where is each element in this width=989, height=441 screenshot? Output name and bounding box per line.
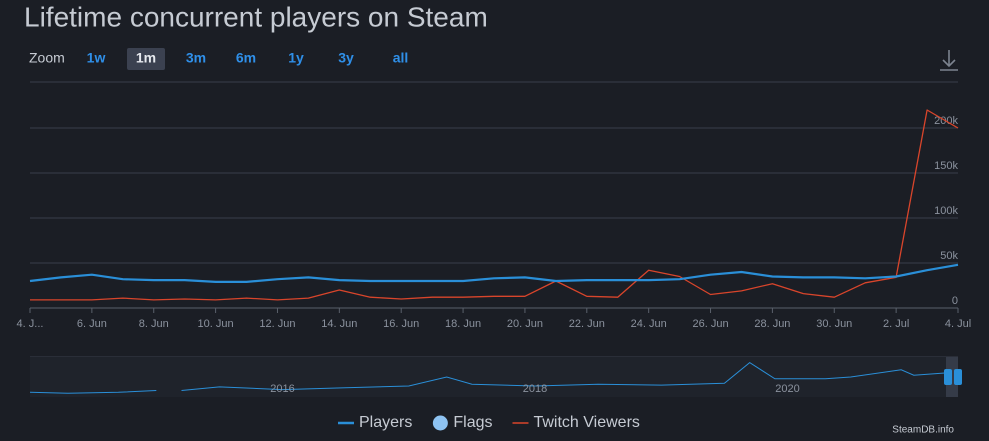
navigator-tick-label: 2020 (775, 383, 799, 395)
download-icon[interactable] (940, 50, 958, 71)
y-tick-label: 0 (952, 295, 958, 307)
x-tick-label: 4. J... (17, 318, 44, 330)
x-tick-label: 14. Jun (321, 318, 357, 330)
credit: SteamDB.info (892, 425, 954, 436)
navigator-handle[interactable] (954, 369, 962, 385)
x-tick-label: 8. Jun (139, 318, 169, 330)
x-tick-label: 30. Jun (816, 318, 852, 330)
x-tick-label: 24. Jun (631, 318, 667, 330)
zoom-label: Zoom (29, 50, 65, 66)
x-tick-label: 2. Jul (883, 318, 909, 330)
legend-label[interactable]: Flags (453, 414, 492, 431)
navigator-tick-label: 2018 (523, 383, 547, 395)
zoom-button[interactable]: 1m (136, 50, 156, 66)
y-tick-label: 150k (934, 160, 958, 172)
navigator-line (29, 361, 952, 394)
x-tick-label: 12. Jun (259, 318, 295, 330)
zoom-button-bg[interactable] (127, 48, 165, 70)
x-tick-label: 6. Jun (77, 318, 107, 330)
zoom-button[interactable]: all (393, 50, 409, 66)
x-tick-label: 20. Jun (507, 318, 543, 330)
y-tick-label: 50k (940, 250, 958, 262)
x-tick-label: 22. Jun (569, 318, 605, 330)
zoom-button[interactable]: 3m (186, 50, 206, 66)
x-tick-label: 18. Jun (445, 318, 481, 330)
y-tick-label: 100k (934, 205, 958, 217)
navigator-tick-label: 2016 (270, 383, 294, 395)
navigator-handle[interactable] (944, 369, 952, 385)
zoom-button[interactable]: 1y (288, 50, 304, 66)
zoom-button[interactable]: 6m (236, 50, 256, 66)
legend-swatch (432, 415, 448, 431)
zoom-button[interactable]: 1w (87, 50, 106, 66)
series-line (29, 263, 959, 283)
legend-label[interactable]: Twitch Viewers (533, 414, 639, 431)
download-arrowhead (942, 59, 956, 68)
x-tick-label: 16. Jun (383, 318, 419, 330)
x-tick-label: 26. Jun (692, 318, 728, 330)
navigator-background (30, 357, 958, 397)
chart-title: Lifetime concurrent players on Steam (24, 1, 488, 32)
x-tick-label: 4. Jul (945, 318, 971, 330)
legend-label[interactable]: Players (359, 414, 412, 431)
zoom-button[interactable]: 3y (338, 50, 354, 66)
series-line (30, 109, 959, 301)
x-tick-label: 10. Jun (198, 318, 234, 330)
x-tick-label: 28. Jun (754, 318, 790, 330)
